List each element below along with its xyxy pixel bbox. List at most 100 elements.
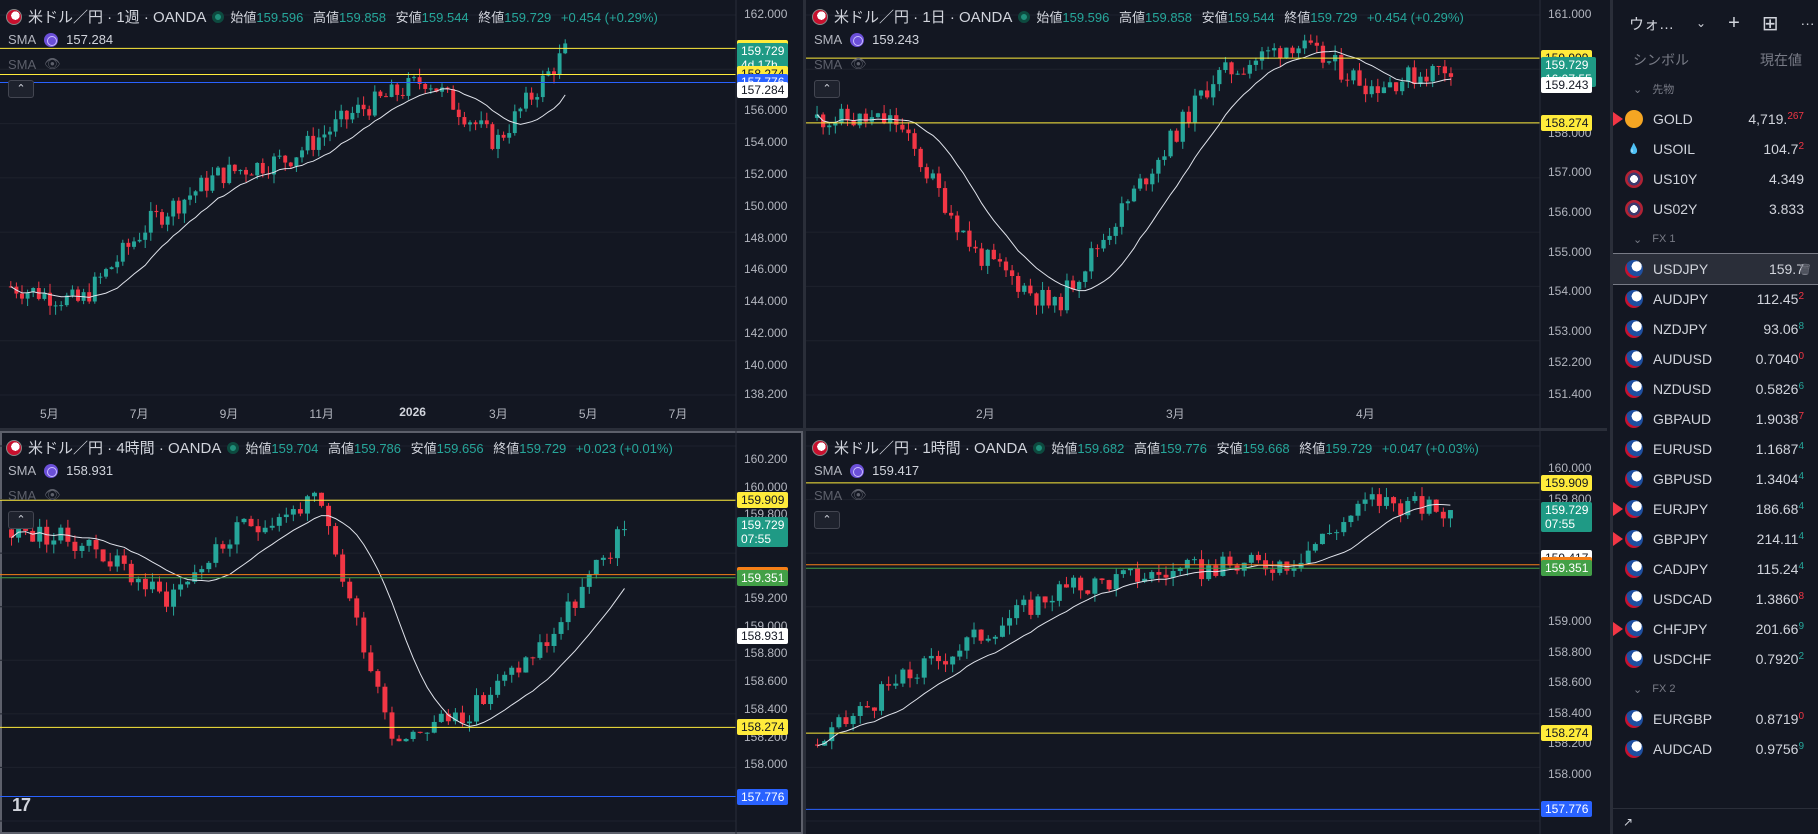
watchlist-row-usdchf[interactable]: USDCHF 0.79202 [1613, 644, 1818, 674]
watchlist-row-eurusd[interactable]: EURUSD 1.16874 [1613, 434, 1818, 464]
price-label-y[interactable]: 159.909 [1541, 474, 1593, 491]
symbol-title[interactable]: 米ドル／円 · 1時間 · OANDA [834, 440, 1028, 457]
indicator-sma[interactable]: SMA 157.284 [8, 32, 114, 47]
candlestick-chart-daily[interactable] [806, 0, 1607, 428]
watchlist-row-usoil[interactable]: 💧 USOIL 104.72 [1613, 134, 1818, 164]
candle-body [114, 555, 120, 567]
candle-body [456, 109, 461, 118]
column-price[interactable]: 現在値 [1760, 52, 1802, 68]
watchlist-row-us02y[interactable]: US02Y 3.833 [1613, 194, 1818, 224]
chart-pane-1h[interactable]: 米ドル／円 · 1時間 · OANDA 始値159.682 高値159.776 … [806, 431, 1607, 834]
price-label-gg[interactable]: 159.351 [1541, 560, 1593, 577]
chevron-down-icon[interactable]: ⌄ [1633, 233, 1643, 246]
indicator-sma[interactable]: SMA 159.243 [814, 32, 920, 47]
indicator-sma-hidden[interactable]: SMA 👁 [8, 487, 61, 503]
indicator-sma[interactable]: SMA 159.417 [814, 463, 920, 478]
candle-body [445, 713, 451, 722]
last-digit: 2 [1798, 651, 1804, 662]
price-label-gg[interactable]: 159.351 [737, 569, 789, 586]
symbol-title[interactable]: 米ドル／円 · 4時間 · OANDA [28, 440, 222, 457]
chevron-down-icon[interactable]: ⌄ [1696, 16, 1707, 30]
pane-divider-vertical[interactable] [803, 0, 806, 834]
eye-hidden-icon[interactable]: 👁 [44, 56, 61, 71]
candle-body [142, 578, 148, 590]
watchlist-row-chfjpy[interactable]: CHFJPY 201.669 [1613, 614, 1818, 644]
candlestick-chart-4h[interactable] [0, 431, 803, 834]
price-label-w[interactable]: 158.931 [737, 628, 789, 645]
price-label-b[interactable]: 157.776 [737, 788, 789, 805]
price-label-g[interactable]: 159.729 07:55 [737, 517, 789, 548]
indicator-sma[interactable]: SMA 158.931 [8, 463, 114, 478]
watchlist-row-nzdjpy[interactable]: NZDJPY 93.068 [1613, 314, 1818, 344]
chart-pane-4h[interactable]: 米ドル／円 · 4時間 · OANDA 始値159.704 高値159.786 … [0, 431, 803, 834]
watchlist-row-us10y[interactable]: US10Y 4.349 [1613, 164, 1818, 194]
red-flag-icon[interactable] [1613, 502, 1623, 516]
price-axis-tick: 158.600 [744, 674, 788, 689]
collapse-legend-button[interactable]: ⌃ [814, 511, 840, 529]
eye-hidden-icon[interactable]: 👁 [850, 56, 867, 71]
layout-grid-icon[interactable]: ⊞ [1761, 12, 1779, 35]
tradingview-logo[interactable]: 17 [12, 795, 31, 815]
watchlist-row-usdcad[interactable]: USDCAD 1.38608 [1613, 584, 1818, 614]
collapse-legend-button[interactable]: ⌃ [8, 511, 34, 529]
watchlist-section-fx-1[interactable]: ⌄ FX 1 [1613, 224, 1818, 254]
ohlc-readout: 始値159.596 高値159.858 安値159.544 終値159.729 … [1036, 10, 1464, 25]
chevron-down-icon[interactable]: ⌄ [1633, 83, 1643, 96]
watchlist-section-先物[interactable]: ⌄ 先物 [1613, 74, 1818, 104]
watchlist-row-gbpusd[interactable]: GBPUSD 1.34044 [1613, 464, 1818, 494]
expand-icon[interactable]: ↗ [1623, 814, 1634, 829]
eye-hidden-icon[interactable]: 👁 [850, 487, 867, 502]
candlestick-chart-1h[interactable] [806, 431, 1607, 834]
collapse-legend-button[interactable]: ⌃ [814, 80, 840, 98]
symbol-title[interactable]: 米ドル／円 · 1週 · OANDA [28, 9, 207, 26]
price-axis-tick: 148.000 [744, 230, 788, 245]
watchlist-row-nzdusd[interactable]: NZDUSD 0.58266 [1613, 374, 1818, 404]
price-label-w[interactable]: 157.284 [737, 82, 789, 99]
watchlist-row-eurgbp[interactable]: EURGBP 0.87190 [1613, 704, 1818, 734]
watchlist-row-audusd[interactable]: AUDUSD 0.70400 [1613, 344, 1818, 374]
red-flag-icon[interactable] [1613, 112, 1623, 126]
symbol-name: USDCAD [1653, 591, 1713, 607]
chevron-down-icon[interactable]: ⌄ [1633, 683, 1643, 696]
pane-divider-horizontal[interactable] [0, 428, 1607, 431]
candle-body [1369, 86, 1374, 95]
candle-body [434, 88, 439, 92]
watchlist-row-eurjpy[interactable]: EURJPY 186.684 [1613, 494, 1818, 524]
eye-hidden-icon[interactable]: 👁 [44, 487, 61, 502]
watchlist-title[interactable]: ウォ… [1629, 15, 1675, 33]
price-label-y[interactable]: 158.274 [1541, 114, 1593, 131]
chart-pane-weekly[interactable]: 米ドル／円 · 1週 · OANDA 始値159.596 高値159.858 安… [0, 0, 803, 428]
indicator-sma-hidden[interactable]: SMA 👁 [814, 56, 867, 72]
currency-flag-icon [1625, 650, 1643, 668]
price-label-b[interactable]: 157.776 [1541, 801, 1593, 818]
oil-drop-icon: 💧 [1627, 143, 1641, 155]
price-label-y[interactable]: 158.274 [1541, 725, 1593, 742]
column-symbol[interactable]: シンボル [1633, 52, 1689, 68]
watchlist-row-audjpy[interactable]: AUDJPY 112.452 [1613, 284, 1818, 314]
indicator-sma-hidden[interactable]: SMA 👁 [814, 487, 867, 503]
candle-body [459, 712, 465, 724]
indicator-sma-hidden[interactable]: SMA 👁 [8, 56, 61, 72]
red-flag-icon[interactable] [1613, 532, 1623, 546]
candle-body [339, 110, 344, 120]
watchlist-row-usdjpy[interactable]: USDJPY 159.7 🗑 [1613, 253, 1818, 285]
watchlist-row-gbpjpy[interactable]: GBPJPY 214.114 [1613, 524, 1818, 554]
add-symbol-icon[interactable]: + [1728, 11, 1740, 34]
watchlist-section-fx-2[interactable]: ⌄ FX 2 [1613, 674, 1818, 704]
candlestick-chart-weekly[interactable] [0, 0, 803, 428]
symbol-title[interactable]: 米ドル／円 · 1日 · OANDA [834, 9, 1013, 26]
price-label-w[interactable]: 159.243 [1541, 76, 1593, 93]
candle-body [64, 295, 69, 306]
trash-icon[interactable]: 🗑 [1798, 263, 1812, 276]
watchlist-row-gold[interactable]: GOLD 4,719.267 [1613, 104, 1818, 134]
watchlist-row-gbpaud[interactable]: GBPAUD 1.90387 [1613, 404, 1818, 434]
more-icon[interactable]: ··· [1800, 15, 1815, 31]
collapse-legend-button[interactable]: ⌃ [8, 80, 34, 98]
price-label-y[interactable]: 158.274 [737, 719, 789, 736]
watchlist-row-audcad[interactable]: AUDCAD 0.97569 [1613, 734, 1818, 764]
price-label-y[interactable]: 159.909 [737, 492, 789, 509]
chart-pane-daily[interactable]: 米ドル／円 · 1日 · OANDA 始値159.596 高値159.858 安… [806, 0, 1607, 428]
price-label-g[interactable]: 159.729 07:55 [1541, 502, 1593, 533]
red-flag-icon[interactable] [1613, 622, 1623, 636]
watchlist-row-cadjpy[interactable]: CADJPY 115.244 [1613, 554, 1818, 584]
